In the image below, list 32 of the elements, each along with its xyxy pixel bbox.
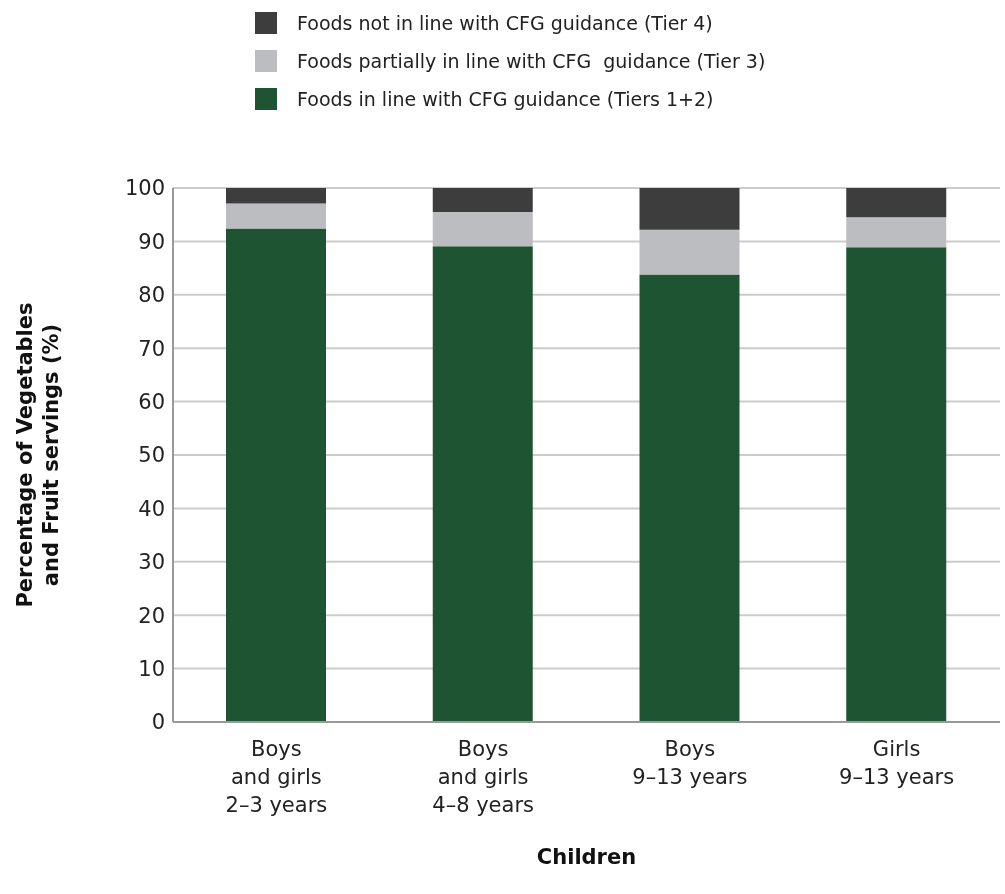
y-tick-label: 80 (138, 283, 165, 308)
x-tick-label: Boys and girls 2–3 years (225, 737, 328, 817)
y-tick-label: 20 (138, 603, 165, 628)
bar (432, 212, 533, 247)
bar (226, 228, 326, 722)
x-tick-label: Boys and girls 4–8 years (432, 737, 534, 817)
bar (226, 203, 326, 229)
y-tick-label: 30 (138, 550, 165, 575)
bar (846, 217, 947, 248)
y-axis-title: Percentage of Vegetables and Fruit servings (%) (13, 302, 63, 608)
x-axis-title: Children (536, 845, 637, 869)
bar (432, 188, 533, 213)
x-tick-label: Boys 9–13 years (632, 737, 748, 789)
legend-label: Foods partially in line with CFG guidance (Tier 3) (297, 50, 766, 72)
y-tick-label: 40 (138, 496, 165, 521)
y-tick-label: 100 (124, 176, 165, 201)
bar (639, 188, 740, 230)
x-tick-label: Girls 9–13 years (839, 737, 955, 789)
bar (846, 188, 947, 218)
bar (639, 229, 740, 275)
bar (432, 246, 533, 722)
legend-label: Foods in line with CFG guidance (Tiers 1+2) (297, 88, 714, 110)
y-tick-label: 70 (138, 336, 165, 361)
bar (846, 247, 947, 722)
y-tick-label: 0 (151, 710, 165, 735)
y-tick-label: 90 (138, 229, 165, 254)
y-tick-label: 60 (138, 390, 165, 415)
legend-label: Foods not in line with CFG guidance (Tier 4) (297, 12, 713, 34)
bar (226, 188, 326, 204)
y-tick-label: 10 (138, 657, 165, 682)
y-tick-label: 50 (138, 443, 165, 468)
bar (639, 274, 740, 722)
